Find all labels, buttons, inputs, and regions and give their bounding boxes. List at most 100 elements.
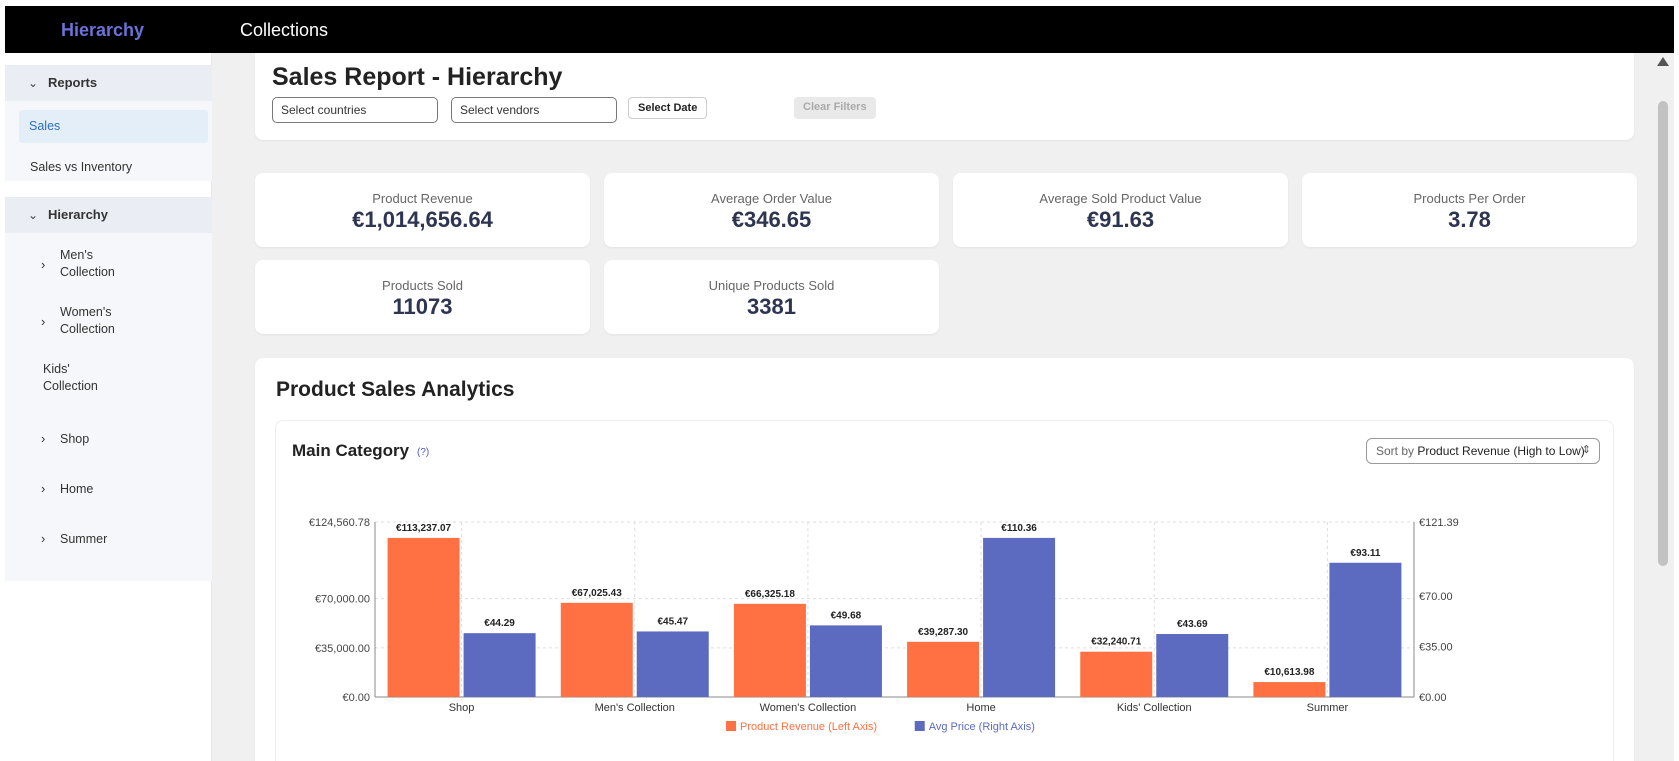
sidebar-item-sales[interactable]: Sales xyxy=(19,110,208,143)
chart-card: Main Category (?) Sort by Product Revenu… xyxy=(275,420,1614,761)
chevron-right-icon[interactable]: › xyxy=(41,314,46,329)
bar-revenue xyxy=(1080,651,1153,697)
hierarchy-panel: ⌄ Hierarchy › Men's Collection › Women's… xyxy=(5,197,212,581)
right-axis-tick-label: €0.00 xyxy=(1419,692,1447,704)
data-label-avg-price: €93.11 xyxy=(1350,548,1380,559)
kpi-value: 3.78 xyxy=(1448,207,1491,232)
kpi-label: Average Order Value xyxy=(711,191,832,206)
kpi-unique-products-sold: Unique Products Sold 3381 xyxy=(604,260,939,334)
kpi-value: 3381 xyxy=(747,294,796,319)
sidebar-item-kids-collection[interactable]: Kids' Collection xyxy=(43,361,98,395)
chevron-down-icon: ⌄ xyxy=(28,76,39,90)
data-label-avg-price: €110.36 xyxy=(1001,523,1037,534)
x-axis-tick-label: Women's Collection xyxy=(760,702,857,714)
bar-revenue xyxy=(733,603,806,697)
x-axis-tick-label: Home xyxy=(966,702,995,714)
kpi-value: €346.65 xyxy=(731,207,812,232)
kpi-average-order-value: Average Order Value €346.65 xyxy=(604,173,939,247)
sort-select[interactable]: Sort by Product Revenue (High to Low) ⇕ xyxy=(1366,438,1600,464)
kpi-value: €1,014,656.64 xyxy=(352,207,493,232)
analytics-card: Product Sales Analytics Main Category (?… xyxy=(255,358,1634,761)
hierarchy-header[interactable]: ⌄ Hierarchy xyxy=(5,197,212,233)
sidebar-item-summer[interactable]: Summer xyxy=(60,532,108,546)
chevron-right-icon[interactable]: › xyxy=(41,481,46,496)
right-axis-tick-label: €70.00 xyxy=(1419,591,1453,603)
kpi-value: €91.63 xyxy=(1086,207,1155,232)
reports-header-label: Reports xyxy=(48,75,98,90)
sidebar-item-shop[interactable]: Shop xyxy=(60,432,90,446)
chevron-right-icon[interactable]: › xyxy=(41,531,46,546)
bar-avg-price xyxy=(1156,634,1229,697)
bar-avg-price xyxy=(983,537,1056,697)
brand-logo[interactable]: Hierarchy xyxy=(61,20,145,40)
item-label-line2: Collection xyxy=(60,265,115,279)
x-axis-tick-label: Shop xyxy=(449,702,475,714)
x-axis-tick-label: Men's Collection xyxy=(595,702,675,714)
sidebar-item-womens-collection[interactable]: Women's Collection xyxy=(60,304,115,338)
bar-avg-price xyxy=(463,633,536,697)
kpi-average-sold-product-value: Average Sold Product Value €91.63 xyxy=(953,173,1288,247)
sidebar-item-mens-collection[interactable]: Men's Collection xyxy=(60,247,115,281)
page-title: Sales Report - Hierarchy xyxy=(272,63,563,91)
kpi-label: Product Revenue xyxy=(372,191,473,206)
chevron-right-icon[interactable]: › xyxy=(41,431,46,446)
item-label-line2: Collection xyxy=(43,379,98,393)
item-label-line2: Collection xyxy=(60,322,115,336)
chevron-right-icon[interactable]: › xyxy=(41,257,46,272)
legend-swatch-revenue xyxy=(726,721,737,731)
bar-revenue xyxy=(907,641,980,697)
data-label-avg-price: €49.68 xyxy=(831,610,862,621)
legend-label-avg-price: Avg Price (Right Axis) xyxy=(929,721,1035,733)
reports-panel: ⌄ Reports Sales Sales vs Inventory xyxy=(5,65,212,181)
bar-chart: €0.00 €35,000.00 €70,000.00 €124,560.78 €0.0… xyxy=(309,517,1459,733)
left-axis-tick-label: €35,000.00 xyxy=(315,643,370,655)
kpi-product-revenue: Product Revenue €1,014,656.64 xyxy=(255,173,590,247)
bar-revenue xyxy=(560,602,633,697)
bar-avg-price xyxy=(809,625,882,697)
left-axis-tick-label: €124,560.78 xyxy=(309,517,370,529)
bar-revenue xyxy=(1253,682,1326,697)
data-label-revenue: €32,240.71 xyxy=(1091,637,1141,648)
help-link[interactable]: (?) xyxy=(417,447,430,458)
right-axis-tick-label: €35.00 xyxy=(1419,642,1453,654)
clear-filters-button[interactable]: Clear Filters xyxy=(794,97,876,119)
kpi-label: Average Sold Product Value xyxy=(1039,191,1202,206)
x-axis-tick-label: Kids' Collection xyxy=(1117,702,1192,714)
sidebar-item-home[interactable]: Home xyxy=(60,482,94,496)
chart-title: Main Category xyxy=(292,441,410,460)
scroll-thumb[interactable] xyxy=(1658,101,1668,566)
reports-header[interactable]: ⌄ Reports xyxy=(5,65,212,101)
right-axis-tick-label: €121.39 xyxy=(1419,517,1459,529)
kpi-value: 11073 xyxy=(392,294,453,319)
scroll-up-arrow-icon[interactable] xyxy=(1657,57,1669,66)
title-card: Sales Report - Hierarchy Select countrie… xyxy=(255,53,1634,140)
main-content: Sales Report - Hierarchy Select countrie… xyxy=(212,53,1653,761)
x-axis-tick-label: Summer xyxy=(1307,702,1349,714)
bar-avg-price xyxy=(636,631,709,697)
sort-prefix: Sort by xyxy=(1376,444,1415,458)
data-label-revenue: €67,025.43 xyxy=(572,588,622,599)
item-label-line1: Men's xyxy=(60,248,93,262)
sidebar-item-sales-vs-inventory[interactable]: Sales vs Inventory xyxy=(30,160,133,174)
data-label-avg-price: €44.29 xyxy=(484,618,515,629)
sort-value: Product Revenue (High to Low) xyxy=(1417,444,1585,458)
data-label-revenue: €10,613.98 xyxy=(1264,667,1314,678)
item-label-line1: Kids' xyxy=(43,362,70,376)
data-label-revenue: €66,325.18 xyxy=(745,589,795,600)
page-scrollbar[interactable] xyxy=(1653,53,1674,761)
legend-label-revenue: Product Revenue (Left Axis) xyxy=(740,721,877,733)
select-date-button[interactable]: Select Date xyxy=(628,97,708,119)
left-axis-tick-label: €0.00 xyxy=(342,692,370,704)
left-axis-tick-label: €70,000.00 xyxy=(315,594,370,606)
kpi-products-per-order: Products Per Order 3.78 xyxy=(1302,173,1637,247)
bar-avg-price xyxy=(1329,562,1402,697)
nav-collections[interactable]: Collections xyxy=(240,20,329,40)
sidebar: ⌄ Reports Sales Sales vs Inventory ⌄ Hie… xyxy=(5,53,212,761)
vendors-select[interactable]: Select vendors xyxy=(451,97,617,123)
top-bar: Hierarchy Collections xyxy=(5,6,1674,53)
analytics-title: Product Sales Analytics xyxy=(276,378,515,401)
data-label-revenue: €39,287.30 xyxy=(918,627,968,638)
sort-arrows-icon: ⇕ xyxy=(1581,444,1591,456)
countries-select[interactable]: Select countries xyxy=(272,97,438,123)
item-label-line1: Women's xyxy=(60,305,112,319)
